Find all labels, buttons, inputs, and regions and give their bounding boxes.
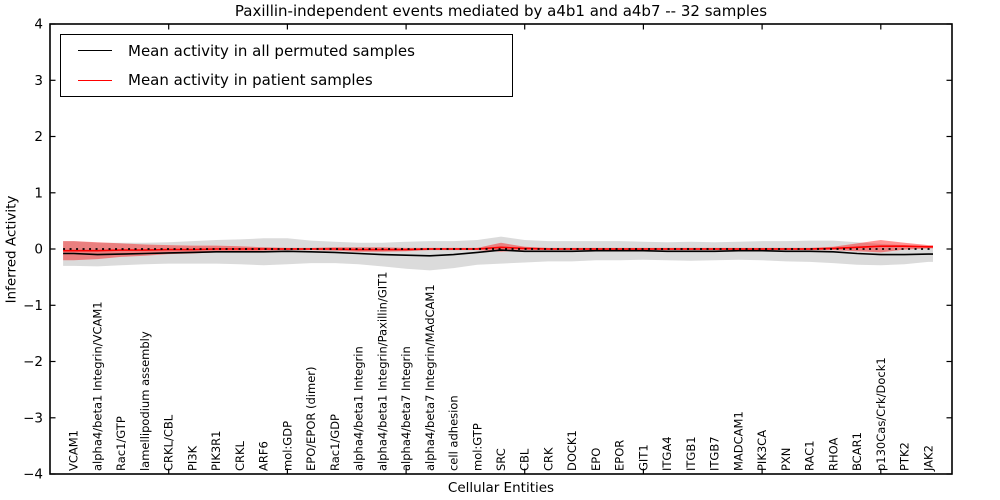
- y-tick-label: 4: [34, 17, 43, 33]
- x-category-label: ITGB1: [684, 436, 698, 471]
- y-tick-label: 0: [34, 242, 43, 258]
- x-category-label: SRC: [494, 448, 508, 471]
- x-category-label: CRK: [541, 447, 555, 471]
- x-category-label: mol:GDP: [280, 421, 294, 471]
- x-category-label: PXN: [779, 448, 793, 471]
- x-category-label: PIK3R1: [209, 431, 223, 472]
- x-category-label: ITGB7: [708, 436, 722, 471]
- x-category-label: EPO/EPOR (dimer): [304, 367, 318, 472]
- axes-frame: [49, 23, 953, 475]
- x-category-label: alpha4/beta7 Integrin: [399, 346, 413, 471]
- legend-label-permuted: Mean activity in all permuted samples: [128, 41, 415, 60]
- x-category-label: mol:GTP: [470, 423, 484, 471]
- x-axis-title: Cellular Entities: [447, 480, 555, 496]
- y-tick-label: 2: [34, 129, 43, 145]
- x-category-label: EPO: [589, 448, 603, 471]
- x-category-label: alpha4/beta1 Integrin/Paxillin/GIT1: [375, 272, 389, 471]
- chart-title: Paxillin-independent events mediated by …: [234, 2, 768, 20]
- patient-line-sample: [78, 79, 112, 81]
- x-category-label: RHOA: [826, 438, 840, 471]
- permuted-line-sample: [78, 50, 112, 52]
- x-category-label: CBL: [518, 448, 532, 471]
- x-category-label: JAK2: [921, 445, 935, 472]
- y-tick-label: −1: [23, 298, 43, 314]
- y-axis-title: Inferred Activity: [3, 195, 20, 304]
- x-category-label: p130Cas/Crk/Dock1: [874, 357, 888, 471]
- x-category-label: VCAM1: [67, 430, 81, 471]
- x-category-label: alpha4/beta7 Integrin/MAdCAM1: [423, 284, 437, 471]
- x-category-label: cell adhesion: [447, 395, 461, 471]
- x-category-label: PIK3CA: [755, 430, 769, 471]
- x-category-label: MADCAM1: [731, 411, 745, 471]
- x-category-label: CRKL: [233, 440, 247, 471]
- x-category-label: ITGA4: [660, 436, 674, 471]
- legend: Mean activity in all permuted samples Me…: [60, 34, 513, 97]
- legend-label-patient: Mean activity in patient samples: [128, 71, 373, 90]
- x-category-label: Rac1/GDP: [328, 414, 342, 471]
- x-category-label: lamellipodium assembly: [138, 331, 152, 471]
- y-tick-label: −4: [23, 467, 43, 483]
- permuted-mean-line: [63, 249, 933, 257]
- x-category-label: PI3K: [185, 445, 199, 471]
- x-category-label: Rac1/GTP: [114, 416, 128, 471]
- y-tick-label: −2: [23, 354, 43, 370]
- y-tick-label: 1: [34, 185, 43, 201]
- x-category-label: BCAR1: [850, 432, 864, 471]
- x-category-label: EPOR: [613, 440, 627, 471]
- x-category-label: alpha4/beta1 Integrin: [352, 346, 366, 471]
- y-tick-label: 3: [34, 73, 43, 89]
- legend-row-permuted: Mean activity in all permuted samples: [61, 37, 512, 64]
- y-tick-label: −3: [23, 410, 43, 426]
- x-category-label: DOCK1: [565, 430, 579, 471]
- x-category-label: RAC1: [803, 440, 817, 471]
- legend-row-patient: Mean activity in patient samples: [61, 67, 512, 94]
- x-category-label: PTK2: [898, 442, 912, 471]
- x-category-label: ARF6: [257, 441, 271, 471]
- x-category-label: CRKL/CBL: [162, 414, 176, 471]
- permuted-std-band: [63, 236, 934, 271]
- x-category-label: GIT1: [636, 444, 650, 471]
- x-category-label: alpha4/beta1 Integrin/VCAM1: [90, 301, 104, 471]
